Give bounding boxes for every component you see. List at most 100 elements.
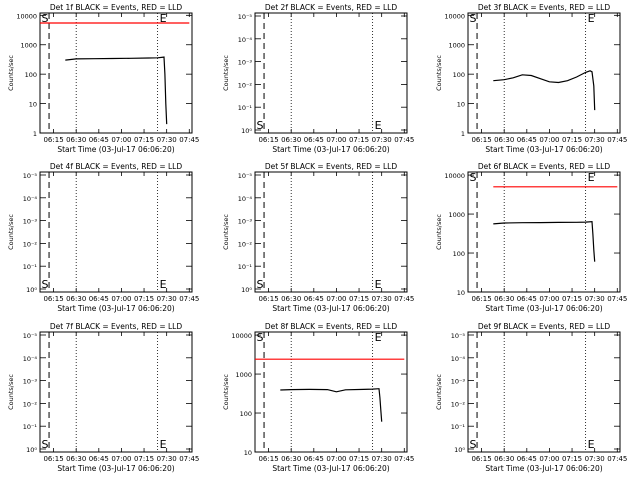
plot-frame: [254, 331, 408, 453]
x-tick-label: 07:30: [372, 295, 392, 303]
x-tick-label: 06:45: [304, 136, 324, 144]
x-tick-label: 06:15: [471, 295, 491, 303]
x-tick-label: 07:15: [349, 455, 369, 463]
y-axis-label: Counts/sec: [435, 374, 443, 410]
x-tick-label: 07:00: [326, 295, 346, 303]
plot-frame: [254, 12, 408, 134]
y-tick-label: 10⁻¹: [451, 423, 466, 431]
y-axis-label: Counts/sec: [435, 214, 443, 250]
y-tick-label: 100: [25, 71, 37, 79]
start-marker: S: [42, 278, 49, 291]
x-tick-label: 07:15: [134, 455, 154, 463]
end-marker: E: [375, 119, 382, 132]
x-tick-label: 06:15: [471, 455, 491, 463]
y-tick-label: 1: [461, 130, 465, 138]
x-tick-label: 07:30: [372, 455, 392, 463]
x-tick-label: 07:15: [134, 295, 154, 303]
x-tick-label: 07:45: [607, 295, 627, 303]
x-tick-label: 06:15: [258, 295, 278, 303]
y-axis-label: Counts/sec: [222, 214, 230, 250]
y-tick-label: 10⁻⁵: [451, 332, 466, 340]
x-axis-label: Start Time (03-Jul-17 06:06:20): [485, 304, 602, 313]
plot-frame: [39, 171, 193, 293]
chart-title: Det 2f BLACK = Events, RED = LLD: [265, 3, 398, 12]
x-tick-label: 06:15: [258, 136, 278, 144]
y-tick-label: 10⁻²: [451, 400, 466, 408]
y-tick-label: 100: [453, 71, 465, 79]
x-tick-label: 07:30: [157, 136, 177, 144]
events-series-line: [493, 220, 596, 262]
x-tick-label: 06:45: [89, 455, 109, 463]
x-tick-label: 06:30: [66, 295, 86, 303]
y-tick-label: 10⁻⁴: [238, 36, 253, 44]
x-tick-label: 07:30: [157, 455, 177, 463]
y-axis-label: Counts/sec: [7, 214, 15, 250]
y-tick-label: 10⁻¹: [238, 104, 253, 112]
x-tick-label: 07:00: [111, 455, 131, 463]
x-tick-label: 07:30: [585, 136, 605, 144]
events-series-line: [493, 70, 596, 111]
x-tick-label: 06:30: [494, 295, 514, 303]
start-marker: S: [470, 171, 477, 184]
x-tick-label: 06:15: [43, 295, 63, 303]
x-tick-label: 06:45: [89, 136, 109, 144]
y-tick-label: 10⁻⁵: [238, 13, 253, 21]
y-tick-label: 10⁻²: [238, 81, 253, 89]
y-tick-label: 10⁻³: [23, 218, 38, 226]
y-tick-label: 1000: [448, 42, 465, 50]
x-tick-label: 06:30: [66, 136, 86, 144]
x-tick-label: 07:45: [394, 295, 414, 303]
x-tick-label: 06:45: [517, 136, 537, 144]
y-tick-label: 10: [457, 289, 465, 297]
chart-panel-9: Det 9f BLACK = Events, RED = LLD 06:15 06:…: [435, 322, 627, 473]
x-axis-label: Start Time (03-Jul-17 06:06:20): [57, 464, 174, 473]
y-tick-label: 10⁻³: [23, 378, 38, 386]
x-tick-label: 06:45: [517, 455, 537, 463]
x-tick-label: 07:00: [539, 455, 559, 463]
x-axis-label: Start Time (03-Jul-17 06:06:20): [272, 464, 389, 473]
x-tick-label: 06:30: [281, 136, 301, 144]
y-tick-label: 10⁰: [26, 446, 37, 454]
x-tick-label: 07:15: [134, 136, 154, 144]
x-tick-label: 07:00: [539, 295, 559, 303]
x-tick-label: 06:30: [281, 455, 301, 463]
y-tick-label: 1000: [20, 42, 37, 50]
y-tick-label: 10⁻⁴: [23, 355, 38, 363]
x-tick-label: 07:45: [394, 136, 414, 144]
x-tick-label: 06:30: [66, 455, 86, 463]
y-tick-label: 1000: [448, 211, 465, 219]
end-marker: E: [160, 12, 167, 25]
y-tick-label: 10⁻¹: [238, 263, 253, 271]
chart-title: Det 7f BLACK = Events, RED = LLD: [50, 322, 183, 331]
y-tick-label: 10⁰: [26, 286, 37, 294]
y-tick-label: 10000: [231, 332, 252, 340]
chart-title: Det 9f BLACK = Events, RED = LLD: [478, 322, 611, 331]
chart-title: Det 6f BLACK = Events, RED = LLD: [478, 162, 611, 171]
end-marker: E: [375, 278, 382, 291]
x-axis-label: Start Time (03-Jul-17 06:06:20): [57, 145, 174, 154]
end-marker: E: [588, 438, 595, 451]
end-marker: E: [588, 12, 595, 25]
plot-frame: [39, 12, 193, 134]
plot-frame: [467, 171, 621, 293]
chart-title: Det 3f BLACK = Events, RED = LLD: [478, 3, 611, 12]
events-series-line: [280, 388, 383, 422]
plot-frame: [467, 331, 621, 453]
y-tick-label: 10: [457, 101, 465, 109]
x-tick-label: 07:15: [349, 295, 369, 303]
x-tick-label: 06:45: [517, 295, 537, 303]
chart-title: Det 1f BLACK = Events, RED = LLD: [50, 3, 183, 12]
start-marker: S: [470, 438, 477, 451]
y-tick-label: 10000: [16, 12, 37, 20]
x-tick-label: 06:15: [43, 136, 63, 144]
start-marker: S: [470, 12, 477, 25]
y-tick-label: 10⁰: [241, 286, 252, 294]
